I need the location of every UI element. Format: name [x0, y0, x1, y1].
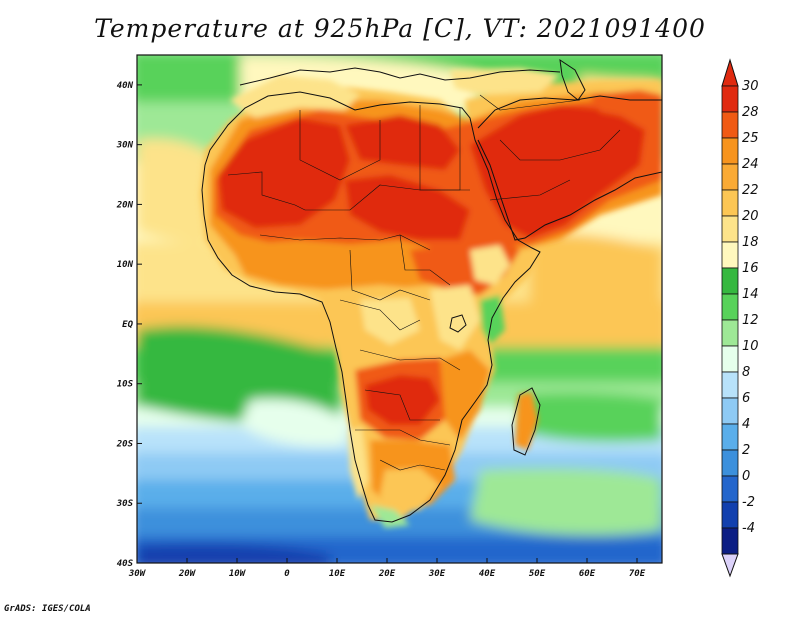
y-tick-label: EQ — [122, 320, 133, 330]
country-borders — [227, 94, 621, 471]
x-tick-label: 70E — [629, 569, 646, 579]
y-tick-label: 10S — [117, 380, 134, 390]
madagascar-warm — [515, 392, 538, 450]
southern-ocean-deep — [137, 543, 330, 563]
y-tick-label: 20N — [116, 200, 134, 210]
colorbar-swatch — [721, 397, 739, 425]
y-tick-label: 30S — [116, 499, 134, 509]
y-axis: 40S 30S 20S 10S EQ 10N 20N 30N 40N — [116, 81, 142, 569]
atlantic-pale-west — [137, 138, 220, 242]
colorbar-swatch — [721, 501, 739, 529]
congo-pale — [360, 298, 420, 345]
turkey-cool — [450, 68, 560, 95]
indian-ocean-cool — [470, 468, 662, 536]
colorbar-label: -2 — [742, 495, 755, 510]
temperature-field — [137, 55, 662, 563]
africa-coastline — [201, 91, 541, 523]
colorbar-label: 0 — [742, 469, 750, 484]
x-axis: 30W 20W 10W 0 10E 20E 30E 40E 50E 60E 70E — [128, 558, 646, 579]
colorbar-swatch — [721, 215, 739, 243]
map-title: Temperature at 925hPa [C], VT: 202109140… — [94, 14, 706, 43]
colorbar-swatch — [721, 449, 739, 477]
indian-ocean-green — [520, 392, 662, 442]
credit-label: GrADS: IGES/COLA — [4, 604, 91, 614]
colorbar-label: 22 — [742, 183, 759, 198]
arabia-coastline — [477, 95, 662, 129]
x-tick-label: 10E — [329, 569, 346, 579]
central-sahara-hot-30 — [345, 175, 470, 240]
colorbar-label: 10 — [742, 339, 759, 354]
colorbar-swatch — [721, 423, 739, 451]
colorbar-label: 8 — [742, 365, 750, 380]
colorbar-label: 6 — [742, 391, 750, 406]
colorbar-label: 4 — [742, 417, 750, 432]
colorbar-label: -4 — [742, 521, 755, 536]
colorbar-label: 25 — [742, 131, 759, 146]
colorbar-swatch — [721, 189, 739, 217]
colorbar-label: 2 — [742, 443, 750, 458]
colorbar-top-arrow — [721, 58, 739, 87]
x-tick-label: 30W — [128, 569, 147, 579]
colorbar-label: 12 — [742, 313, 759, 328]
colorbar-swatch — [721, 319, 739, 347]
x-tick-label: 40E — [479, 569, 496, 579]
colorbar-swatch — [721, 163, 739, 191]
colorbar-label: 30 — [742, 79, 759, 94]
arabia-hot-30 — [470, 105, 645, 238]
south-atlantic-pale-patch — [240, 398, 350, 447]
plot-frame — [136, 54, 663, 564]
coastlines — [201, 58, 662, 523]
colorbar-swatch — [721, 527, 739, 555]
colorbar-swatch — [721, 241, 739, 269]
colorbar-label: 28 — [742, 105, 759, 120]
cape-cool — [370, 505, 410, 528]
colorbar-swatch — [721, 345, 739, 373]
colorbar-swatch — [721, 475, 739, 503]
mozambique-warm — [440, 350, 490, 440]
colorbar-bottom-arrow — [721, 553, 739, 578]
x-tick-label: 50E — [529, 569, 546, 579]
colorbar-swatch — [721, 267, 739, 295]
x-tick-label: 20W — [178, 569, 197, 579]
colorbar-label: 24 — [742, 157, 759, 172]
colorbar-swatch — [721, 137, 739, 165]
colorbar-swatch — [721, 85, 739, 113]
south-atlantic-green-tongue — [137, 326, 340, 425]
x-tick-label: 10W — [229, 569, 247, 579]
kenya-green — [480, 295, 505, 345]
colorbar-label: 16 — [742, 261, 759, 276]
angola-zambia-hot-30 — [365, 375, 440, 425]
south-africa-mild — [380, 468, 440, 512]
y-tick-label: 40N — [117, 81, 134, 91]
maghreb-cool — [230, 75, 360, 118]
red-sea-east-coast — [477, 139, 662, 241]
libya-hot-30 — [345, 115, 460, 170]
y-tick-label: 30N — [116, 141, 134, 151]
x-tick-label: 0 — [284, 569, 290, 579]
y-tick-label: 20S — [116, 439, 134, 449]
asia-green-ne — [560, 55, 662, 83]
madagascar-coast — [511, 387, 541, 456]
western-sahara-hot-30 — [218, 118, 350, 228]
mediterranean-north-coast — [239, 67, 561, 86]
iran-highland-warm — [590, 90, 662, 125]
arabian-sea-warm — [530, 233, 662, 325]
colorbar-swatch — [721, 293, 739, 321]
ethiopia-cool — [470, 245, 510, 285]
colorbar-swatch — [721, 371, 739, 399]
x-tick-label: 30E — [428, 569, 446, 579]
x-tick-label: 20E — [378, 569, 396, 579]
colorbar-label: 20 — [742, 209, 759, 224]
colorbar-label: 14 — [742, 287, 759, 302]
y-tick-label: 40S — [117, 559, 134, 569]
colorbar-label: 18 — [742, 235, 759, 250]
x-tick-label: 60E — [579, 569, 596, 579]
lake-victoria — [449, 314, 467, 333]
colorbar-swatch — [721, 111, 739, 139]
y-tick-label: 10N — [117, 260, 134, 270]
